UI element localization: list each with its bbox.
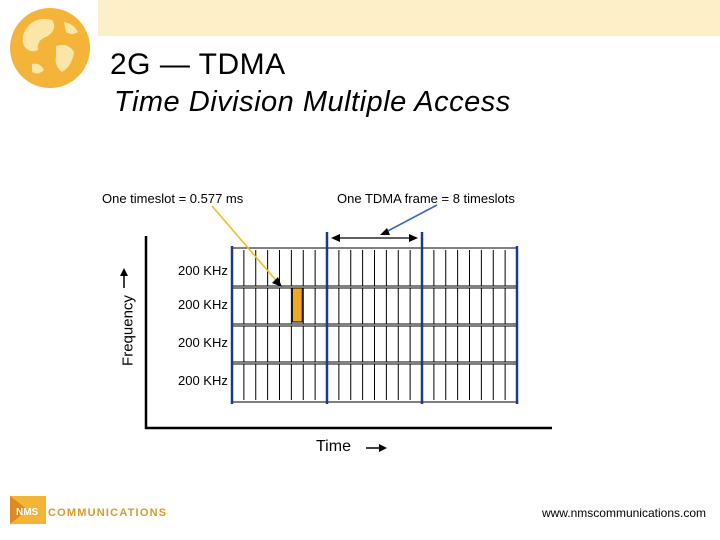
slide-subtitle: Time Division Multiple Access [114, 86, 511, 118]
svg-text:NMS: NMS [16, 507, 39, 518]
frame-arrow-head-right [409, 234, 418, 242]
slide-title: 2G — TDMA [110, 48, 286, 81]
frame-arrow-head-left [331, 234, 340, 242]
channel-label-3: 200 KHz [178, 335, 228, 350]
channel-label-4: 200 KHz [178, 373, 228, 388]
frame-label: One TDMA frame = 8 timeslots [337, 191, 515, 206]
x-axis-label: Time [316, 438, 351, 455]
logo-wordmark: COMMUNICATIONS [48, 507, 168, 519]
slot-grid [231, 247, 518, 403]
globe-icon [10, 8, 90, 88]
timeslot-pointer-head [272, 277, 282, 287]
nms-logo: NMS [10, 496, 46, 524]
footer-url: www.nmscommunications.com [541, 506, 706, 520]
channel-label-2: 200 KHz [178, 297, 228, 312]
time-arrow-head [379, 444, 387, 452]
frame-pointer-head [380, 228, 390, 235]
header-band [98, 0, 720, 36]
channel-label-1: 200 KHz [178, 263, 228, 278]
timeslot-label: One timeslot = 0.577 ms [102, 191, 244, 206]
timeslot-pointer-line [211, 205, 281, 286]
highlighted-timeslot [291, 287, 303, 323]
y-axis-label: Frequency [119, 295, 137, 366]
frame-pointer-line [383, 204, 438, 234]
frequency-arrow-head [120, 268, 128, 276]
